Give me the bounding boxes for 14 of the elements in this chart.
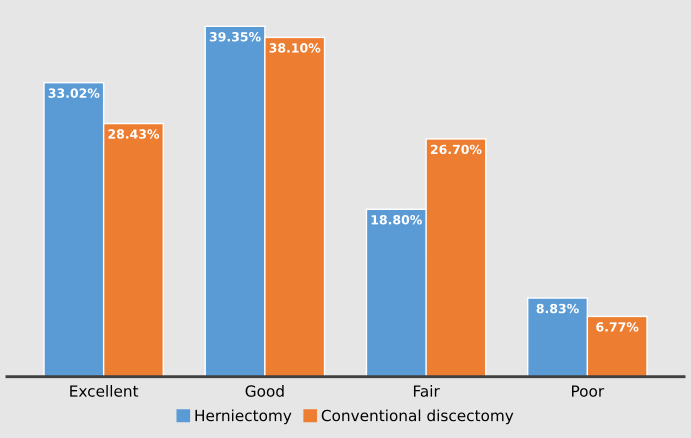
data-label: 39.35% [210, 32, 261, 42]
data-label: 33.02% [48, 88, 100, 98]
data-label: 8.83% [536, 304, 579, 314]
x-tick-label: Poor [572, 385, 604, 397]
x-tick-label: Good [246, 385, 284, 397]
data-label: 28.43% [108, 129, 160, 139]
data-label: 18.80% [372, 215, 422, 225]
data-label: 38.10% [270, 43, 320, 53]
legend-label: Conventional discectomy [322, 409, 514, 424]
x-tick-label: Fair [414, 385, 440, 397]
x-tick-label: Excellent [70, 385, 138, 397]
data-label: 6.77% [596, 322, 638, 332]
data-label: 26.70% [430, 144, 482, 154]
legend-label: Herniectomy [195, 409, 292, 424]
